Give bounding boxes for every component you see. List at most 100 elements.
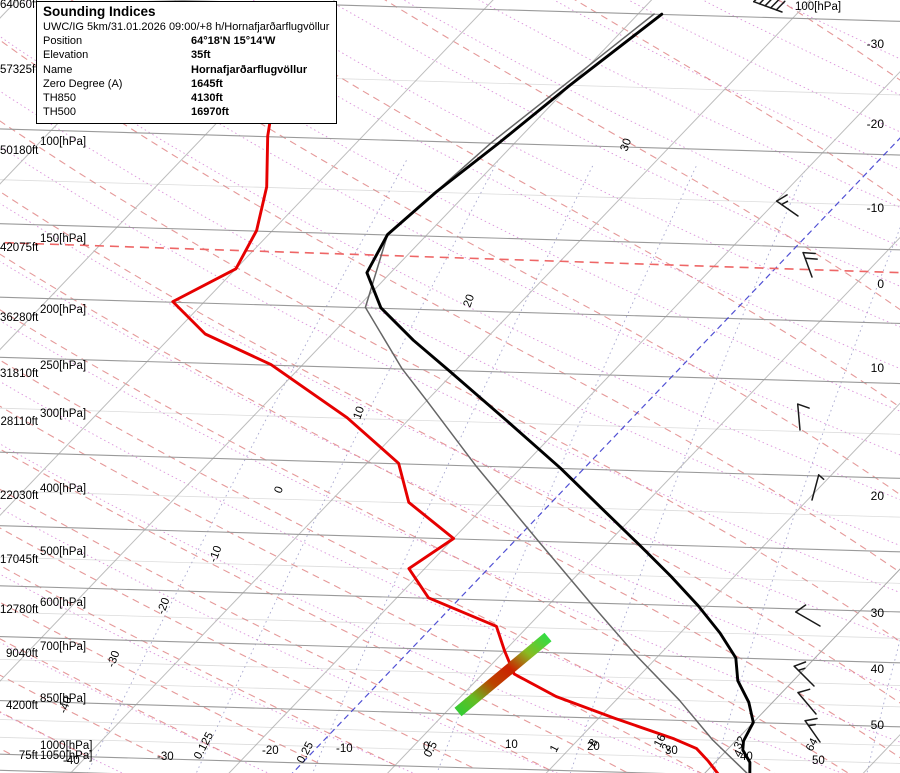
- pressure-label: 500[hPa]: [40, 546, 87, 558]
- saturated-adiabat-lines-item: [0, 309, 850, 773]
- altitude-label: 50180ft: [0, 145, 39, 157]
- mixing-ratio-label: 2: [660, 742, 674, 753]
- bottom-temperature-labels: -40 -30 -20 -10 0 10 20 30 40 50: [63, 739, 825, 767]
- freezing-level-line: [0, 241, 900, 274]
- dry-adiabat-lines-item: [0, 573, 415, 773]
- wind-barb-full: [795, 604, 807, 613]
- right-temperature-label: -10: [867, 201, 885, 215]
- mixing-ratio-lines-item: [195, 159, 499, 773]
- mixing-ratio-lines-item: [569, 169, 806, 773]
- isobar-lines-item: [0, 525, 900, 553]
- wind-barb-full: [775, 0, 786, 11]
- pressure-label: 300[hPa]: [40, 408, 87, 420]
- info-row-label: Zero Degree (A): [43, 77, 123, 90]
- info-row-value: 16970ft: [191, 106, 229, 119]
- isobar-lines-item: [0, 736, 900, 764]
- isobar-lines-item: [0, 556, 900, 584]
- mixing-ratio-label: 0.25: [295, 740, 316, 765]
- mixing-ratio-lines-item: [312, 162, 595, 773]
- mixing-ratio-label: 8: [587, 737, 601, 748]
- isotherm-label: -40: [58, 695, 75, 715]
- pressure-label-top-right: 100[hPa]: [795, 1, 842, 13]
- info-row-value: 1645ft: [191, 77, 223, 90]
- right-temperature-label: 50: [871, 718, 885, 732]
- panel-rows: Position 64°18'N 15°14'W Elevation 35ft Name…: [43, 34, 332, 120]
- right-temperature-label: -20: [867, 117, 885, 131]
- bottom-temperature-label: 50: [812, 755, 825, 767]
- isotherm-label: 30: [619, 137, 635, 153]
- info-row: TH850 4130ft: [43, 91, 332, 105]
- pressure-label: 600[hPa]: [40, 597, 87, 609]
- bottom-temperature-label: -30: [157, 751, 174, 763]
- isobar-lines-item: [0, 128, 900, 156]
- isobar-lines-item: [0, 719, 900, 747]
- altitude-label: 42075ft: [0, 242, 39, 254]
- mixing-ratio-label: 32: [732, 734, 749, 751]
- info-row: TH500 16970ft: [43, 105, 332, 119]
- isotherm-label: 20: [462, 293, 478, 309]
- bottom-temperature-label: 0: [423, 741, 429, 753]
- isobar-lines-item: [0, 179, 900, 207]
- saturated-adiabat-lines-item: [0, 527, 473, 768]
- wind-barb-half: [807, 723, 816, 727]
- altitude-label: 31810ft: [0, 368, 39, 380]
- isotherm-lines-item: [704, 568, 900, 773]
- wind-barb-full: [769, 0, 780, 9]
- info-row: Elevation 35ft: [43, 48, 332, 62]
- isobar-lines-item: [0, 296, 900, 325]
- info-row-value: 35ft: [191, 49, 211, 62]
- saturated-adiabat-lines-item: [216, 0, 900, 408]
- isotherm-lines-item: [387, 236, 900, 773]
- saturated-adiabat-lines-item: [0, 448, 627, 773]
- wind-barb-full: [804, 257, 818, 260]
- pressure-label: 150[hPa]: [40, 233, 87, 245]
- isotherm-label: 0: [273, 485, 286, 495]
- wind-barb-full: [764, 0, 772, 7]
- isotherm-label: 10: [352, 405, 368, 421]
- isotherm-inline-labels: 30 20 10 0 -10 -20 -30 -40: [58, 137, 635, 715]
- isotherm-lines-item: [545, 402, 900, 773]
- pressure-label: 700[hPa]: [40, 641, 87, 653]
- wind-barb-half: [780, 200, 789, 206]
- wind-barb-shaft: [796, 403, 801, 431]
- info-row-label: Elevation: [43, 49, 89, 62]
- info-row-label: Position: [43, 35, 83, 47]
- panel-title: Sounding Indices: [43, 4, 156, 19]
- wind-barb-shaft: [802, 251, 813, 278]
- wind-barb-full: [796, 403, 810, 409]
- wind-barb-half: [797, 667, 806, 672]
- mixing-ratio-lines-item: [866, 638, 900, 773]
- parcel-ascent-curve: [364, 13, 748, 773]
- altitude-label: 12780ft: [0, 604, 39, 616]
- altitude-label: 57325ft: [0, 64, 39, 76]
- info-row-label: Name: [43, 63, 73, 76]
- zero-isotherm-highlight-item: [291, 137, 900, 773]
- isotherm-lines-item: [69, 0, 811, 773]
- freezing-level-line-item: [0, 241, 900, 274]
- isobar-lines-item: [0, 636, 900, 664]
- saturated-adiabat-lines-item: [0, 564, 396, 766]
- wind-barb-full: [758, 0, 765, 5]
- wind-barb-shaft: [804, 719, 821, 743]
- info-row-value: 4130ft: [191, 92, 223, 105]
- wind-barb-group: [753, 0, 825, 743]
- info-row: Zero Degree (A) 1645ft: [43, 77, 332, 91]
- isobar-lines-item: [0, 700, 900, 728]
- shear-gradient-bar: [454, 632, 552, 717]
- isobar-lines-item: [146, 0, 900, 22]
- right-temperature-label: 30: [871, 606, 885, 620]
- altitude-label: 17045ft: [0, 554, 39, 566]
- bottom-temperature-label: -10: [336, 743, 353, 755]
- altitude-label: 22030ft: [0, 490, 39, 502]
- wind-barb-full: [804, 717, 818, 722]
- saturated-adiabat-lines-item: [0, 405, 702, 773]
- isobar-lines-item: [0, 585, 900, 613]
- mixing-ratio-label: 4: [732, 748, 746, 760]
